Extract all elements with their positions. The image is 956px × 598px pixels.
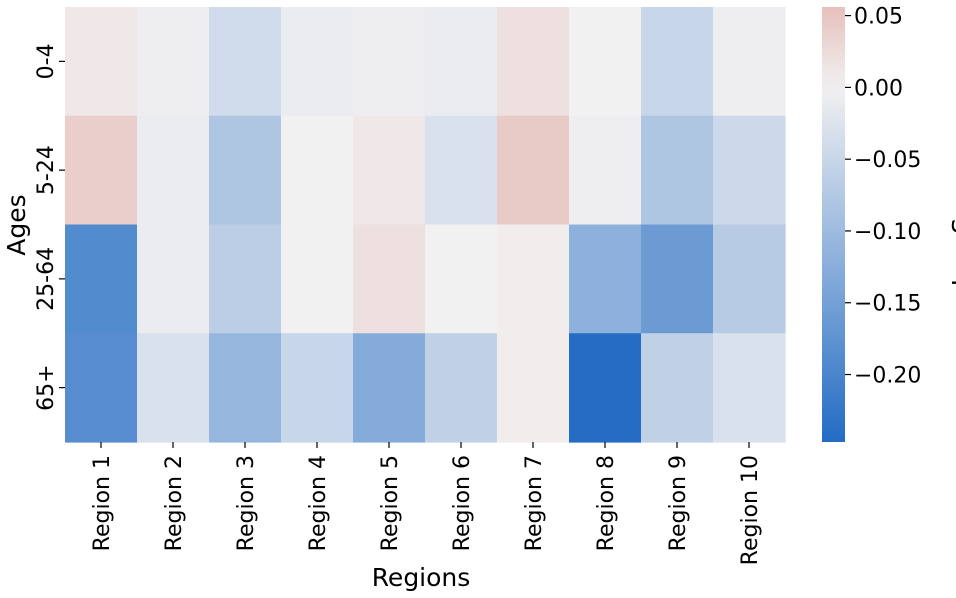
heatmap-cell	[209, 7, 282, 117]
heatmap-cell	[137, 333, 210, 443]
x-tick-label: Region 4	[306, 455, 331, 551]
heatmap-cell	[353, 224, 426, 334]
heatmap-cell	[713, 7, 786, 117]
heatmap-cell	[713, 115, 786, 226]
heatmap-cell	[569, 333, 642, 443]
heatmap-cell	[209, 115, 282, 226]
heatmap-cell	[353, 7, 426, 117]
heatmap-cell	[209, 333, 282, 443]
y-tick-label: 0-4	[34, 43, 59, 79]
y-tick-label: 65+	[34, 364, 59, 410]
colorbar-tick-label: −0.10	[854, 220, 921, 245]
heatmap-cell	[137, 7, 210, 117]
colorbar-tick-label: −0.05	[854, 148, 921, 173]
x-tick-label: Region 7	[522, 455, 547, 551]
heatmap-cell	[353, 115, 426, 226]
x-tick-label: Region 3	[234, 455, 259, 551]
heatmap-cells	[65, 7, 786, 443]
colorbar	[822, 7, 845, 442]
colorbar-ticks: 0.05 0.00 −0.05 −0.10 −0.15 −0.20	[845, 5, 921, 389]
x-axis-label: Regions	[372, 563, 471, 592]
heatmap-cell	[425, 333, 498, 443]
heatmap-cell	[641, 224, 714, 334]
heatmap-cell	[497, 7, 570, 117]
colorbar-tick-label: 0.00	[854, 76, 903, 101]
x-tick-label: Region 8	[594, 455, 619, 551]
x-tick-label: Region 2	[162, 455, 187, 551]
y-axis-ticks: 0-4 5-24 25-64 65+	[34, 43, 65, 411]
heatmap-cell	[137, 115, 210, 226]
heatmap-cell	[641, 115, 714, 226]
colorbar-tick-label: −0.20	[854, 364, 921, 389]
heatmap-cell	[569, 115, 642, 226]
colorbar-label: Log Score	[947, 164, 956, 287]
y-tick-label: 5-24	[34, 145, 59, 195]
x-tick-label: Region 5	[378, 455, 403, 551]
heatmap-cell	[137, 224, 210, 334]
colorbar-tick-label: −0.15	[854, 292, 921, 317]
heatmap-cell	[497, 115, 570, 226]
heatmap-cell	[281, 115, 354, 226]
heatmap-cell	[65, 224, 138, 334]
heatmap-cell	[425, 224, 498, 334]
y-tick-label: 25-64	[34, 247, 59, 311]
x-tick-label: Region 1	[90, 455, 115, 551]
heatmap-cell	[65, 115, 138, 226]
heatmap-cell	[497, 224, 570, 334]
x-axis-ticks: Region 1 Region 2 Region 3 Region 4 Region 5…	[90, 442, 763, 565]
x-tick-label: Region 9	[666, 455, 691, 551]
heatmap-cell	[425, 115, 498, 226]
heatmap-cell	[353, 333, 426, 443]
heatmap-cell	[65, 333, 138, 443]
x-tick-label: Region 10	[738, 455, 763, 565]
heatmap-cell	[65, 7, 138, 117]
heatmap-cell	[713, 333, 786, 443]
heatmap-cell	[641, 7, 714, 117]
heatmap-cell	[281, 333, 354, 443]
x-tick-label: Region 6	[450, 455, 475, 551]
heatmap-cell	[569, 224, 642, 334]
y-axis-label: Ages	[2, 194, 31, 255]
heatmap-cell	[641, 333, 714, 443]
heatmap-cell	[569, 7, 642, 117]
heatmap-cell	[281, 224, 354, 334]
heatmap-cell	[713, 224, 786, 334]
heatmap-cell	[425, 7, 498, 117]
heatmap-cell	[497, 333, 570, 443]
heatmap-cell	[281, 7, 354, 117]
heatmap-cell	[209, 224, 282, 334]
colorbar-tick-label: 0.05	[854, 5, 903, 30]
